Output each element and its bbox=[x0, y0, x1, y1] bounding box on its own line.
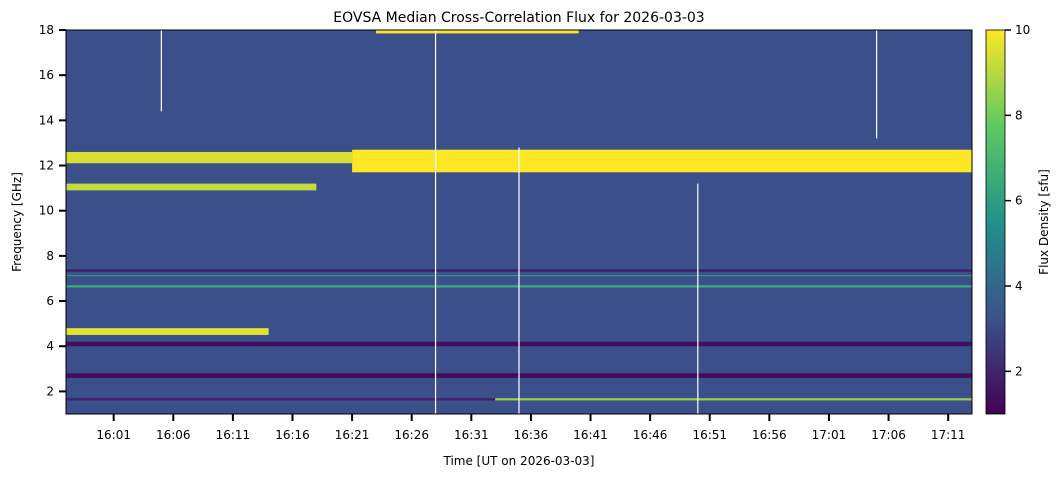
x-tick-label: 17:06 bbox=[871, 428, 906, 442]
x-tick-label: 16:26 bbox=[394, 428, 429, 442]
x-tick-label: 16:41 bbox=[573, 428, 608, 442]
x-tick-label: 16:36 bbox=[514, 428, 549, 442]
x-axis-label: Time [UT on 2026-03-03] bbox=[443, 454, 595, 468]
y-axis: 2 4 6 8 10 12 14 16 18 bbox=[39, 23, 66, 398]
colorbar-tick-label: 10 bbox=[1015, 23, 1030, 37]
y-tick-label: 6 bbox=[46, 294, 54, 308]
chart-title: EOVSA Median Cross-Correlation Flux for … bbox=[333, 10, 704, 26]
x-tick-label: 17:01 bbox=[812, 428, 847, 442]
heatmap-plot-area bbox=[66, 30, 972, 414]
colorbar-tick-label: 6 bbox=[1015, 194, 1023, 208]
x-tick-label: 16:11 bbox=[216, 428, 251, 442]
colorbar bbox=[985, 29, 1006, 415]
x-tick-label: 17:11 bbox=[931, 428, 966, 442]
heatmap-feature bbox=[66, 183, 317, 191]
heatmap-feature bbox=[375, 30, 579, 34]
y-tick-label: 4 bbox=[46, 339, 54, 353]
x-tick-label: 16:16 bbox=[275, 428, 310, 442]
heatmap-feature bbox=[495, 398, 972, 401]
x-tick-label: 16:01 bbox=[96, 428, 131, 442]
heatmap-feature bbox=[66, 328, 269, 335]
y-tick-label: 8 bbox=[46, 249, 54, 263]
colorbar-tick-label: 4 bbox=[1015, 279, 1023, 293]
x-tick-label: 16:46 bbox=[633, 428, 668, 442]
y-tick-label: 10 bbox=[39, 204, 54, 218]
x-tick-label: 16:06 bbox=[156, 428, 191, 442]
x-tick-label: 16:56 bbox=[752, 428, 787, 442]
heatmap-feature bbox=[352, 149, 972, 173]
colorbar-tick-label: 2 bbox=[1015, 364, 1023, 378]
plot-frame bbox=[65, 29, 973, 415]
colorbar-label: Flux Density [sfu] bbox=[1037, 169, 1051, 275]
x-tick-label: 16:21 bbox=[335, 428, 370, 442]
y-axis-label: Frequency [GHz] bbox=[10, 172, 24, 272]
x-tick-label: 16:31 bbox=[454, 428, 489, 442]
y-tick-label: 14 bbox=[39, 113, 54, 127]
x-tick-label: 16:51 bbox=[692, 428, 727, 442]
x-axis: 16:01 16:06 16:11 16:16 16:21 16:26 16:31 16:36… bbox=[96, 414, 965, 442]
y-tick-label: 12 bbox=[39, 159, 54, 173]
heatmap-feature bbox=[66, 151, 353, 164]
y-tick-label: 18 bbox=[39, 23, 54, 37]
colorbar-axis: 2 4 6 8 10 bbox=[1005, 23, 1030, 378]
y-tick-label: 16 bbox=[39, 68, 54, 82]
colorbar-tick-label: 8 bbox=[1015, 108, 1023, 122]
y-tick-label: 2 bbox=[46, 384, 54, 398]
